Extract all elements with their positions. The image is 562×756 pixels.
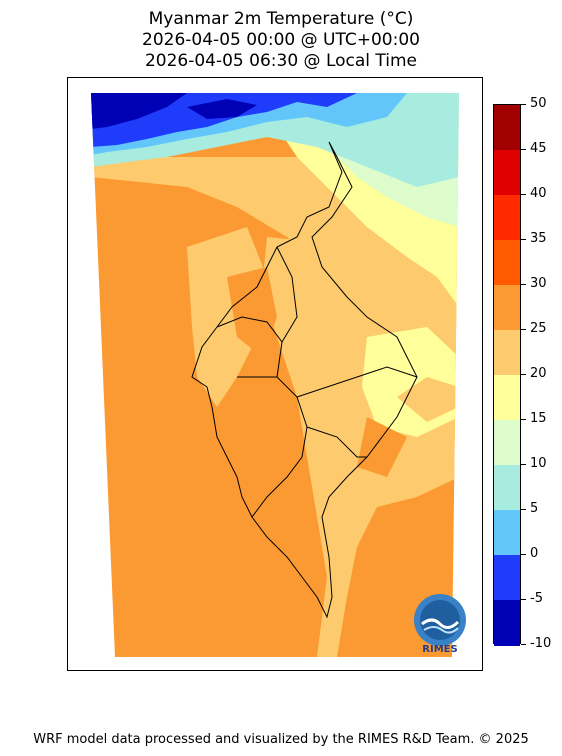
- colorbar-segment: [494, 555, 520, 601]
- colorbar-tick-label: 30: [530, 276, 547, 291]
- footer-credit: WRF model data processed and visualized …: [33, 732, 529, 747]
- colorbar-tick-label: 35: [530, 231, 547, 246]
- colorbar-tick-label: 10: [530, 456, 547, 471]
- colorbar-tick: [521, 194, 526, 195]
- map-title-line-3: 2026-04-05 06:30 @ Local Time: [144, 51, 418, 71]
- colorbar-tick-label: 40: [530, 186, 547, 201]
- colorbar-tick-label: 50: [530, 96, 547, 111]
- rimes-logo: RIMES: [408, 590, 472, 660]
- colorbar-tick: [521, 599, 526, 600]
- colorbar-tick: [521, 554, 526, 555]
- colorbar-tick: [521, 419, 526, 420]
- colorbar-tick-label: 25: [530, 321, 547, 336]
- map-title-line-2: 2026-04-05 00:00 @ UTC+00:00: [142, 30, 420, 50]
- colorbar-segment: [494, 150, 520, 196]
- rimes-globe-logo-icon: [414, 594, 466, 646]
- colorbar-tick: [521, 329, 526, 330]
- state-borders: [191, 141, 418, 619]
- colorbar-tick-label: -10: [530, 636, 552, 651]
- colorbar-segment: [494, 375, 520, 421]
- colorbar-tick: [521, 374, 526, 375]
- colorbar-segment: [494, 285, 520, 331]
- colorbar-segment: [494, 510, 520, 556]
- colorbar-tick: [521, 644, 526, 645]
- colorbar-tick: [521, 239, 526, 240]
- map-title-line-1: Myanmar 2m Temperature (°C): [148, 9, 414, 29]
- colorbar-tick-label: -5: [530, 591, 543, 606]
- colorbar-tick: [521, 149, 526, 150]
- colorbar-segment: [494, 600, 520, 646]
- colorbar-segment: [494, 195, 520, 241]
- temperature-map: [91, 93, 459, 657]
- colorbar: [493, 104, 521, 646]
- colorbar-tick: [521, 284, 526, 285]
- colorbar-tick-label: 0: [530, 546, 539, 561]
- colorbar-tick: [521, 509, 526, 510]
- colorbar-segment: [494, 330, 520, 376]
- colorbar-tick-label: 15: [530, 411, 547, 426]
- colorbar-tick-label: 20: [530, 366, 547, 381]
- colorbar-segment: [494, 465, 520, 511]
- colorbar-segment: [494, 105, 520, 151]
- logo-label: RIMES: [422, 644, 458, 655]
- colorbar-segment: [494, 420, 520, 466]
- colorbar-tick: [521, 104, 526, 105]
- colorbar-segment: [494, 240, 520, 286]
- colorbar-tick-label: 5: [530, 501, 539, 516]
- temp-zone-minus10-minus5: [91, 93, 187, 129]
- colorbar-tick-label: 45: [530, 141, 547, 156]
- colorbar-tick: [521, 464, 526, 465]
